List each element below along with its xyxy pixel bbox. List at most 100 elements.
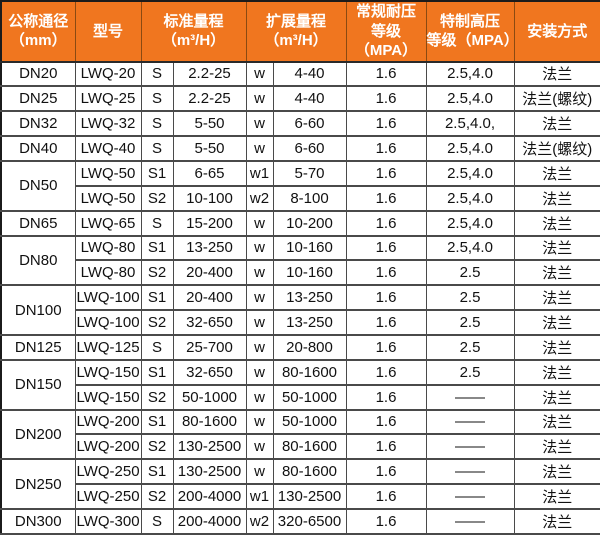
cell-ext: 80-1600 [272, 458, 347, 486]
cell-w: w [245, 333, 274, 361]
cell-model: LWQ-200 [74, 408, 142, 436]
cell-model: LWQ-80 [74, 234, 142, 262]
cell-s: S1 [140, 284, 174, 312]
cell-high: 2.5,4.0 [425, 85, 515, 113]
cell-s: S2 [140, 383, 174, 411]
table-row: LWQ-250 S2 200-4000 w1 130-2500 1.6 —— 法兰 [1, 483, 600, 510]
cell-w: w2 [245, 507, 274, 535]
cell-normal: 1.6 [345, 110, 427, 138]
cell-w: w [245, 284, 274, 312]
cell-model: LWQ-250 [74, 483, 142, 510]
cell-ext: 50-1000 [272, 408, 347, 436]
cell-normal: 1.6 [345, 408, 427, 436]
table-row: DN40 LWQ-40 S 5-50 w 6-60 1.6 2.5,4.0 法兰(螺纹) [0, 135, 600, 162]
cell-high: 2.5,4.0 [425, 159, 515, 187]
cell-high: 2.5 [425, 333, 515, 361]
header-diameter-line2: （mm） [9, 32, 67, 50]
cell-dn: DN40 [0, 135, 76, 162]
cell-s: S1 [140, 358, 174, 386]
header-model: 型号 [74, 0, 142, 63]
cell-ext: 10-200 [272, 209, 347, 237]
cell-dn: DN65 [0, 209, 76, 237]
cell-std: 5-50 [172, 110, 247, 138]
table-row: DN65 LWQ-65 S 15-200 w 10-200 1.6 2.5,4.0 法兰 [0, 209, 600, 237]
cell-model: LWQ-200 [74, 433, 142, 461]
cell-normal: 1.6 [345, 209, 427, 237]
cell-s: S [140, 209, 174, 237]
cell-dn: DN20 [0, 60, 76, 88]
cell-ext: 20-800 [272, 333, 347, 361]
header-standard-range-line1: 标准量程 [163, 12, 224, 30]
cell-std: 200-4000 [172, 507, 247, 535]
cell-s: S1 [140, 234, 174, 262]
cell-normal: 1.6 [345, 458, 427, 486]
cell-model: LWQ-25 [74, 85, 142, 113]
cell-high: —— [425, 483, 515, 510]
cell-install: 法兰 [513, 60, 600, 88]
table-row: DN32 LWQ-32 S 5-50 w 6-60 1.6 2.5,4.0, 法兰 [0, 110, 600, 138]
cell-w: w1 [245, 483, 274, 510]
cell-install: 法兰 [513, 259, 600, 287]
cell-ext: 130-2500 [272, 483, 347, 510]
cell-ext: 13-250 [272, 284, 347, 312]
cell-high: —— [425, 458, 515, 486]
cell-install: 法兰(螺纹) [513, 135, 600, 162]
cell-normal: 1.6 [345, 234, 427, 262]
cell-std: 5-50 [172, 135, 247, 162]
cell-std: 130-2500 [172, 458, 247, 486]
header-diameter: 公称通径 （mm） [0, 0, 76, 63]
cell-std: 2.2-25 [172, 60, 247, 88]
cell-model: LWQ-300 [74, 507, 142, 535]
cell-install: 法兰 [513, 383, 600, 411]
cell-normal: 1.6 [345, 284, 427, 312]
table-row: DN250 LWQ-250 S1 130-2500 w 80-1600 1.6 —— 法兰 [0, 458, 600, 510]
cell-model: LWQ-100 [74, 309, 142, 336]
cell-w: w [245, 408, 274, 436]
cell-w: w1 [245, 159, 274, 187]
cell-normal: 1.6 [345, 85, 427, 113]
cell-dn: DN32 [0, 110, 76, 138]
cell-high: 2.5,4.0 [425, 234, 515, 262]
table-row: LWQ-150 S2 50-1000 w 50-1000 1.6 —— 法兰 [1, 383, 600, 411]
cell-std: 130-2500 [172, 433, 247, 461]
cell-ext: 10-160 [272, 259, 347, 287]
header-normal-pressure: 常规耐压 等级（MPA） [345, 0, 427, 63]
cell-normal: 1.6 [345, 333, 427, 361]
cell-ext: 4-40 [272, 60, 347, 88]
cell-s: S [140, 135, 174, 162]
cell-w: w [245, 85, 274, 113]
cell-model: LWQ-50 [74, 184, 142, 212]
cell-high: —— [425, 433, 515, 461]
cell-install: 法兰 [513, 284, 600, 312]
cell-ext: 10-160 [272, 234, 347, 262]
cell-dn: DN100 [0, 284, 76, 336]
header-normal-pressure-line2: 等级（MPA） [354, 22, 418, 60]
cell-normal: 1.6 [345, 60, 427, 88]
table-row: DN50 LWQ-50 S1 6-65 w1 5-70 1.6 2.5,4.0 法兰 [0, 159, 600, 212]
cell-w: w [245, 60, 274, 88]
cell-model: LWQ-65 [74, 209, 142, 237]
cell-model: LWQ-125 [74, 333, 142, 361]
cell-ext: 80-1600 [272, 433, 347, 461]
cell-std: 25-700 [172, 333, 247, 361]
table-header: 公称通径 （mm） 型号 标准量程 （m³/H） 扩展量程 （m³/H） 常规耐… [0, 0, 600, 63]
cell-w: w [245, 309, 274, 336]
header-model-line1: 型号 [92, 22, 123, 40]
cell-s: S2 [140, 184, 174, 212]
header-standard-range-line2: （m³/H） [161, 32, 226, 50]
table-row: DN20 LWQ-20 S 2.2-25 w 4-40 1.6 2.5,4.0 法兰 [0, 60, 600, 88]
header-special-pressure: 特制高压 等级（MPA） [425, 0, 519, 63]
cell-high: 2.5,4.0 [425, 184, 515, 212]
cell-normal: 1.6 [345, 184, 427, 212]
table-row: LWQ-100 S2 32-650 w 13-250 1.6 2.5 法兰 [1, 309, 600, 336]
table-row: LWQ-50 S2 10-100 w2 8-100 1.6 2.5,4.0 法兰 [1, 184, 600, 212]
cell-ext: 5-70 [272, 159, 347, 187]
header-installation-line1: 安装方式 [527, 22, 588, 40]
cell-normal: 1.6 [345, 309, 427, 336]
cell-s: S2 [140, 309, 174, 336]
cell-ext: 50-1000 [272, 383, 347, 411]
cell-model: LWQ-50 [74, 159, 142, 187]
header-extended-range-line1: 扩展量程 [265, 12, 326, 30]
cell-s: S1 [140, 159, 174, 187]
